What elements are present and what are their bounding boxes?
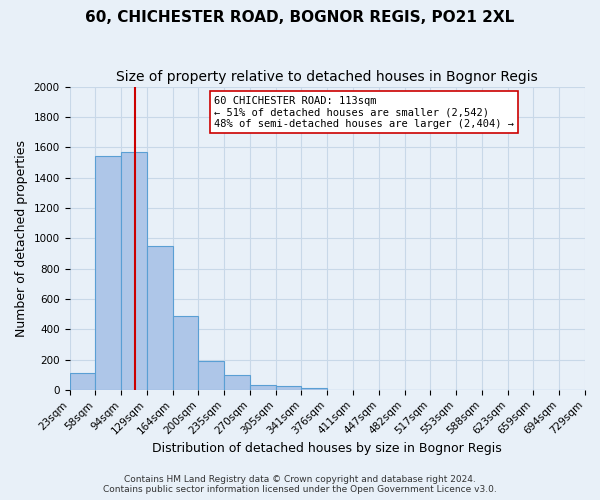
X-axis label: Distribution of detached houses by size in Bognor Regis: Distribution of detached houses by size … — [152, 442, 502, 455]
Text: 60, CHICHESTER ROAD, BOGNOR REGIS, PO21 2XL: 60, CHICHESTER ROAD, BOGNOR REGIS, PO21 … — [85, 10, 515, 25]
Text: Contains HM Land Registry data © Crown copyright and database right 2024.
Contai: Contains HM Land Registry data © Crown c… — [103, 475, 497, 494]
Bar — [224, 374, 250, 390]
Bar — [276, 386, 301, 390]
Bar — [250, 384, 276, 390]
Bar — [301, 388, 327, 390]
Text: 60 CHICHESTER ROAD: 113sqm
← 51% of detached houses are smaller (2,542)
48% of s: 60 CHICHESTER ROAD: 113sqm ← 51% of deta… — [214, 96, 514, 129]
Bar — [70, 373, 95, 390]
Bar — [173, 316, 199, 390]
Title: Size of property relative to detached houses in Bognor Regis: Size of property relative to detached ho… — [116, 70, 538, 84]
Bar — [121, 152, 147, 390]
Y-axis label: Number of detached properties: Number of detached properties — [15, 140, 28, 336]
Bar — [147, 246, 173, 390]
Bar — [199, 361, 224, 390]
Bar — [95, 156, 121, 390]
